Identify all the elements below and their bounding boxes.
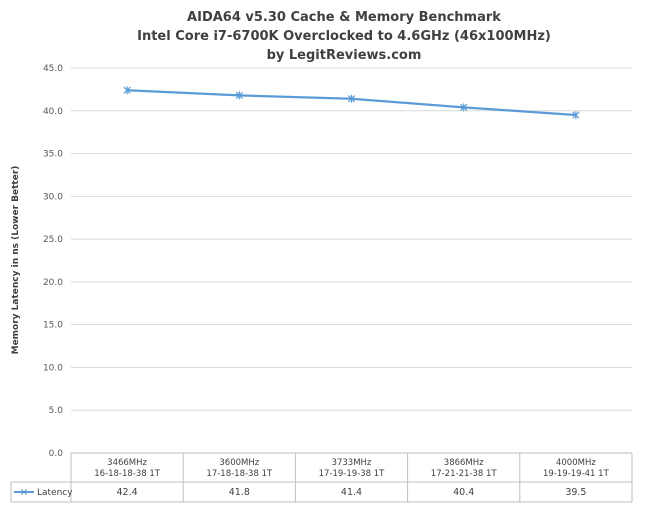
series-latency (123, 86, 580, 120)
y-tick-label: 40.0 (43, 107, 63, 117)
legend-label: Latency (37, 488, 73, 498)
x-category-label: 3466MHz (107, 458, 147, 468)
y-tick-label: 30.0 (43, 192, 63, 202)
y-axis-label: Memory Latency in ns (Lower Better) (11, 166, 21, 355)
data-point (572, 111, 580, 120)
chart-title-line-1: AIDA64 v5.30 Cache & Memory Benchmark (187, 10, 501, 25)
y-tick-label: 45.0 (43, 64, 63, 74)
y-tick-label: 10.0 (43, 363, 63, 373)
x-category-label: 3866MHz (444, 458, 484, 468)
y-tick-label: 25.0 (43, 235, 63, 245)
x-category-timings-label: 16-18-18-38 1T (94, 469, 161, 479)
chart-title-line-2: Intel Core i7-6700K Overclocked to 4.6GH… (137, 29, 551, 44)
y-axis-ticks: 0.0 5.0 10.0 15.0 20.0 25.0 30.0 35.0 40.0 45.0 (43, 64, 63, 459)
data-value-label: 41.4 (341, 487, 362, 498)
x-category-timings-label: 17-19-19-38 1T (319, 469, 386, 479)
data-point (347, 94, 356, 103)
x-category-timings-label: 19-19-19-41 1T (543, 469, 610, 479)
gridlines (71, 67, 632, 411)
x-category-timings-label: 17-18-18-38 1T (206, 469, 273, 479)
data-point (460, 103, 468, 112)
y-tick-label: 15.0 (43, 321, 63, 331)
y-tick-label: 20.0 (43, 278, 63, 288)
x-category-timings-label: 17-21-21-38 1T (431, 469, 498, 479)
x-category-label: 3600MHz (219, 458, 259, 468)
data-value-label: 39.5 (565, 487, 586, 498)
data-point (123, 86, 131, 95)
x-category-label: 4000MHz (556, 458, 596, 468)
y-tick-label: 5.0 (49, 406, 64, 416)
x-category-label: 3733MHz (332, 458, 372, 468)
legend-key (14, 489, 34, 495)
data-value-label: 40.4 (453, 487, 474, 498)
chart-title-line-3: by LegitReviews.com (267, 48, 422, 63)
y-tick-label: 0.0 (49, 449, 64, 459)
data-value-label: 41.8 (229, 487, 250, 498)
data-value-label: 42.4 (117, 487, 138, 498)
y-tick-label: 35.0 (43, 150, 63, 160)
data-point (235, 91, 243, 100)
chart-title: AIDA64 v5.30 Cache & Memory Benchmark In… (137, 10, 551, 63)
